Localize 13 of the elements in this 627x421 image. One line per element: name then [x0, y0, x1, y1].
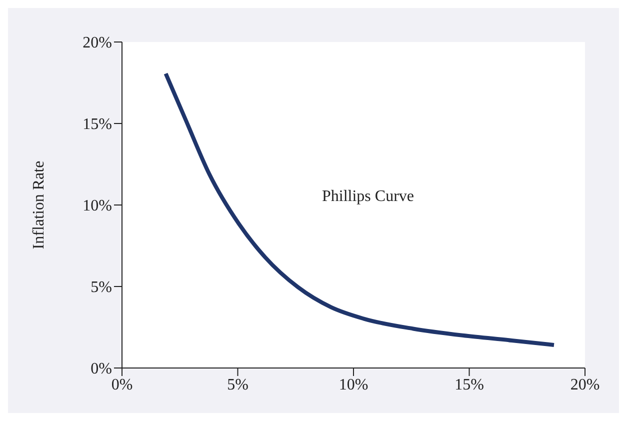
y-tick-label: 15%: [82, 116, 112, 134]
annotation: Phillips Curve: [320, 188, 415, 206]
line-series: [164, 72, 556, 348]
x-tick-label: 5%: [227, 376, 248, 394]
x-tick-label: 15%: [454, 376, 484, 394]
x-tick-label: 20%: [570, 376, 600, 394]
x-tick-label: 10%: [338, 376, 368, 394]
y-tick-label: 5%: [90, 279, 112, 296]
x-tick-label: 0%: [111, 376, 133, 394]
y-tick-label: 10%: [82, 198, 112, 215]
y-tick-label: 0%: [90, 360, 112, 378]
y-axis-title: Inflation Rate: [30, 160, 48, 250]
y-tick-label: 20%: [82, 34, 112, 52]
